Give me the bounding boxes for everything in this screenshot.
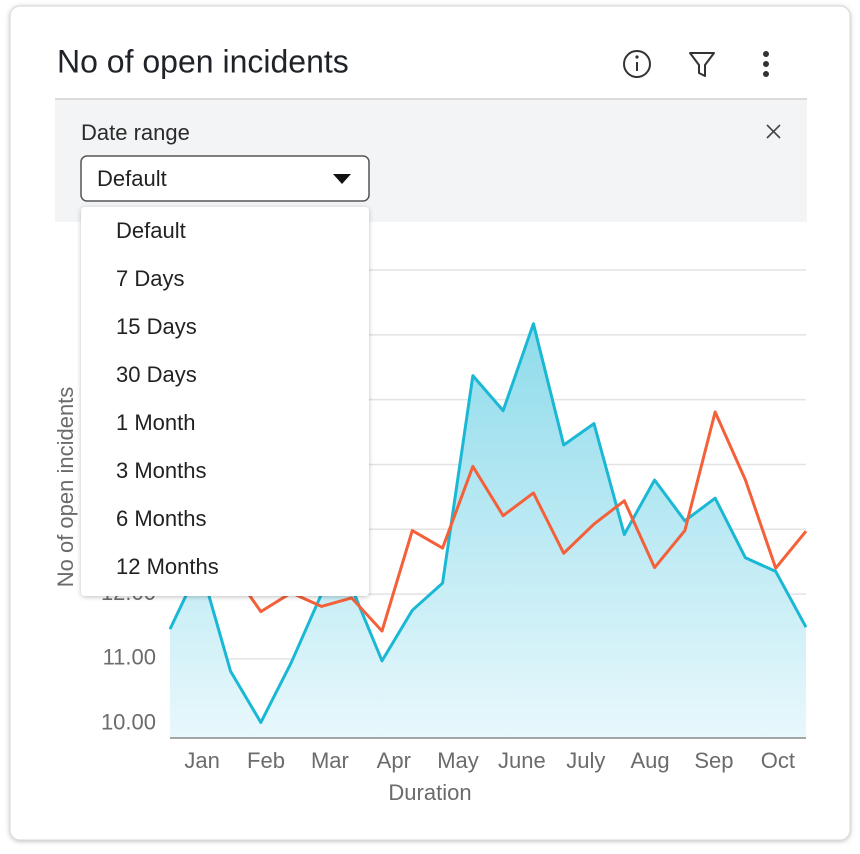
x-tick-label: Feb xyxy=(247,748,285,773)
dropdown-option[interactable]: 1 Month xyxy=(116,410,196,435)
filter-icon[interactable] xyxy=(689,52,715,77)
dropdown-option[interactable]: Default xyxy=(116,218,186,243)
x-tick-label: Apr xyxy=(377,748,411,773)
y-tick-label: 11.00 xyxy=(103,645,156,670)
x-tick-label: Mar xyxy=(311,748,349,773)
x-tick-label: Oct xyxy=(761,748,795,773)
dropdown-option[interactable]: 7 Days xyxy=(116,266,184,291)
y-tick-label: 10.00 xyxy=(101,710,156,735)
select-value: Default xyxy=(97,166,167,191)
line xyxy=(168,322,808,724)
widget-title: No of open incidents xyxy=(57,43,349,79)
dropdown-option[interactable]: 15 Days xyxy=(116,314,197,339)
more-icon[interactable] xyxy=(763,51,769,77)
x-tick-label: Aug xyxy=(630,748,669,773)
x-tick-label: May xyxy=(437,748,479,773)
filter-label: Date range xyxy=(81,120,190,145)
x-tick-label: Jan xyxy=(184,748,219,773)
dropdown-option[interactable]: 30 Days xyxy=(116,362,197,387)
x-tick-label: Sep xyxy=(694,748,733,773)
area xyxy=(170,323,806,738)
dropdown-option[interactable]: 6 Months xyxy=(116,506,207,531)
y-axis-title: No of open incidents xyxy=(53,387,78,588)
x-tick-label: June xyxy=(498,748,546,773)
x-axis-title: Duration xyxy=(388,780,471,805)
line xyxy=(169,410,808,633)
close-button[interactable] xyxy=(766,124,781,139)
dropdown-menu: Default 7 Days 15 Days 30 Days 1 Month 3 Mont… xyxy=(81,207,369,596)
dropdown-option[interactable]: 12 Months xyxy=(116,554,219,579)
x-tick-label: July xyxy=(566,748,605,773)
select-box[interactable]: Default xyxy=(80,155,370,202)
info-icon[interactable] xyxy=(623,50,651,78)
dropdown-option[interactable]: 3 Months xyxy=(116,458,207,483)
